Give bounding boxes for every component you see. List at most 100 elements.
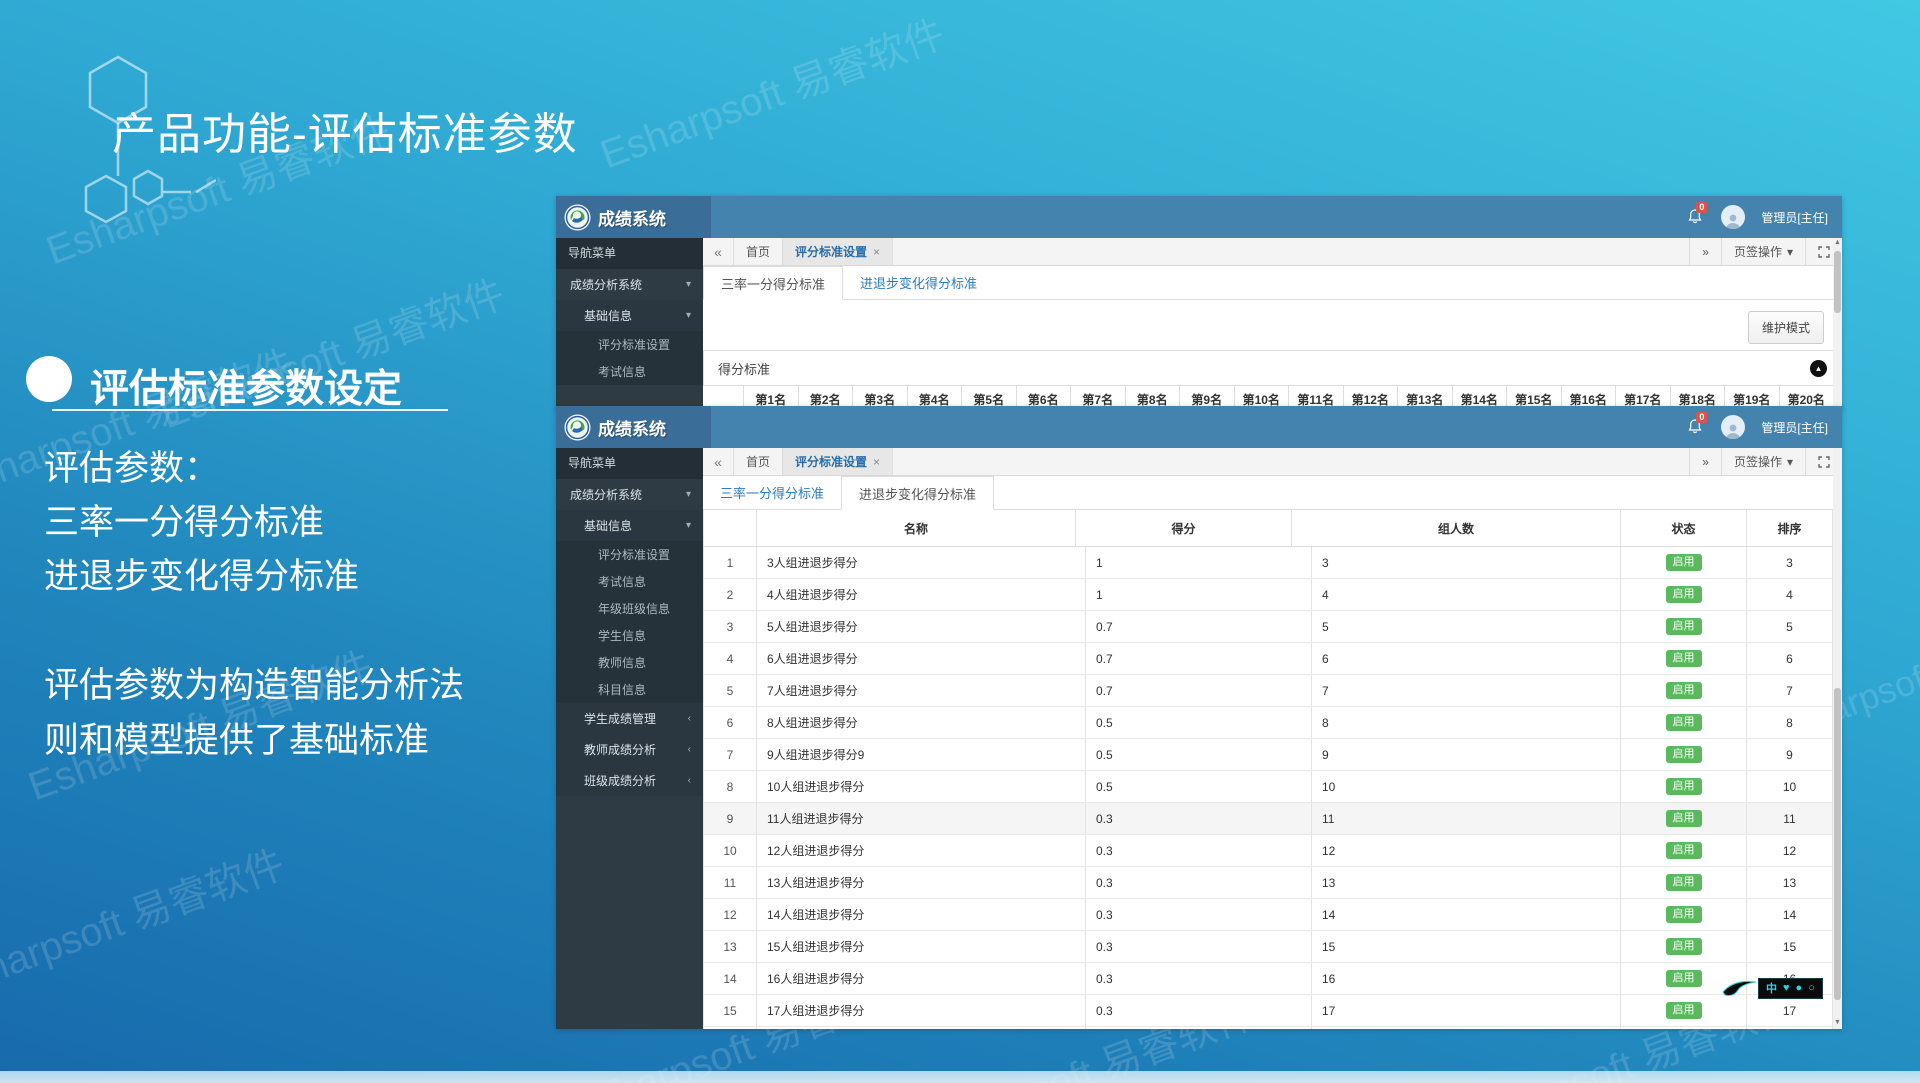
tab-operations-dropdown[interactable]: 页签操作 ▾ <box>1720 448 1805 475</box>
bottom-sidebar-menu: 成绩分析系统 ▾ 基础信息 ▾ 评分标准设置 考试信息 年级班级信息 学生信息 教师信息 科目信息… <box>556 479 703 796</box>
fullscreen-icon[interactable] <box>1805 448 1842 475</box>
user-label[interactable]: 管理员[主任] <box>1761 210 1828 225</box>
tab-home[interactable]: 首页 <box>734 448 784 475</box>
sidebar: 导航菜单 成绩分析系统 ▾ 基础信息 ▾ 评分标准设置 考试信息 <box>556 238 703 410</box>
sidebar-item-label: 成绩分析系统 <box>570 488 643 502</box>
tab-close-icon[interactable]: × <box>873 244 881 259</box>
avatar[interactable] <box>1721 205 1746 229</box>
scrollbar-thumb[interactable] <box>1834 688 1841 1000</box>
avatar[interactable] <box>1721 415 1746 439</box>
tab-scroll-right-icon[interactable]: » <box>1689 238 1721 265</box>
table-row[interactable]: 2 4人组进退步得分 1 4 启用 4 <box>703 579 1833 611</box>
sidebar-item[interactable]: 教师信息 <box>556 649 703 676</box>
subtab-jintui[interactable]: 进退步变化得分标准 <box>860 276 978 291</box>
rank-header-cell: 第9名 <box>1179 386 1234 410</box>
table-row[interactable]: 1618人组进退步得分0.318启用18 <box>703 1027 1833 1029</box>
notification-bell-icon[interactable]: 0 <box>1687 202 1708 226</box>
parameters-paragraph: 评估参数： 三率一分得分标准 进退步变化得分标准 <box>44 442 359 604</box>
sidebar-item[interactable]: 学生信息 <box>556 622 703 649</box>
group-size-cell: 17 <box>1311 995 1620 1026</box>
sidebar-item[interactable]: 学生成绩管理 ‹ <box>556 703 703 734</box>
notification-bell-icon[interactable]: 0 <box>1687 412 1708 436</box>
name-cell: 17人组进退步得分 <box>756 995 1085 1026</box>
tab-scroll-left-icon[interactable]: « <box>703 448 734 475</box>
scroll-down-icon[interactable]: ▼ <box>1834 1019 1841 1026</box>
table-row[interactable]: 9 11人组进退步得分 0.3 11 启用 11 <box>703 803 1833 835</box>
subtab-sanlv[interactable]: 三率一分得分标准 <box>703 266 844 300</box>
table-row[interactable]: 7 9人组进退步得分9 0.5 9 启用 9 <box>703 739 1833 771</box>
order-cell: 14 <box>1746 899 1833 930</box>
sidebar-item[interactable]: 班级成绩分析 ‹ <box>556 765 703 796</box>
group-size-cell: 12 <box>1311 835 1620 866</box>
header-right: 0 管理员[主任] <box>1687 196 1842 238</box>
gear-icon: ○ <box>1808 982 1815 994</box>
table-row[interactable]: 15 17人组进退步得分 0.3 17 启用 17 <box>703 995 1833 1027</box>
table-row[interactable]: 3 5人组进退步得分 0.7 5 启用 5 <box>703 611 1833 643</box>
status-cell: 启用 <box>1620 675 1746 706</box>
table-row[interactable]: 12 14人组进退步得分 0.3 14 启用 14 <box>703 899 1833 931</box>
tabbar-right: » 页签操作 ▾ <box>1689 238 1842 265</box>
group-size-cell: 14 <box>1311 899 1620 930</box>
score-cell: 1 <box>1085 579 1311 610</box>
name-cell: 3人组进退步得分 <box>756 547 1085 578</box>
tab-home[interactable]: 首页 <box>734 238 784 265</box>
tab-scroll-right-icon[interactable]: » <box>1689 448 1721 475</box>
name-cell: 9人组进退步得分9 <box>756 739 1085 770</box>
rank-header-cell: 第18名 <box>1669 386 1725 410</box>
scrollbar[interactable]: ▲ <box>1833 238 1842 410</box>
table-row[interactable]: 8 10人组进退步得分 0.5 10 启用 10 <box>703 771 1833 803</box>
tabbar-right: » 页签操作 ▾ <box>1689 448 1842 475</box>
sidebar-item[interactable]: 成绩分析系统 ▾ <box>556 479 703 510</box>
user-label[interactable]: 管理员[主任] <box>1761 420 1828 435</box>
scrollbar-thumb[interactable] <box>1834 251 1841 313</box>
subtab-jintui[interactable]: 进退步变化得分标准 <box>841 476 995 510</box>
tab-scroll-left-icon[interactable]: « <box>703 238 734 265</box>
group-size-cell: 11 <box>1311 803 1620 834</box>
table-row[interactable]: 11 13人组进退步得分 0.3 13 启用 13 <box>703 867 1833 899</box>
toolbar: 维护模式 <box>703 300 1842 350</box>
scroll-up-icon[interactable]: ▲ <box>1834 239 1841 246</box>
maintain-mode-button[interactable]: 维护模式 <box>1747 311 1824 344</box>
sidebar-item[interactable]: 教师成绩分析 ‹ <box>556 734 703 765</box>
order-cell: 13 <box>1746 867 1833 898</box>
sidebar-item[interactable]: 年级班级信息 <box>556 595 703 622</box>
sidebar-item[interactable]: 成绩分析系统 ▾ <box>556 269 703 300</box>
table-row[interactable]: 4 6人组进退步得分 0.7 6 启用 6 <box>703 643 1833 675</box>
table-row[interactable]: 6 8人组进退步得分 0.5 8 启用 8 <box>703 707 1833 739</box>
status-cell: 启用 <box>1620 707 1746 738</box>
group-size-cell: 18 <box>1311 1027 1620 1029</box>
tab-score-standard-settings[interactable]: 评分标准设置 × <box>783 238 894 265</box>
subtab-sanlv[interactable]: 三率一分得分标准 <box>720 486 825 501</box>
collapse-panel-icon[interactable]: ▲ <box>1810 359 1827 377</box>
table-row[interactable]: 5 7人组进退步得分 0.7 7 启用 7 <box>703 675 1833 707</box>
table-row[interactable]: 1 3人组进退步得分 1 3 启用 3 <box>703 547 1833 579</box>
sidebar-item[interactable]: 基础信息 ▾ <box>556 300 703 331</box>
sidebar-item[interactable]: 评分标准设置 <box>556 541 703 568</box>
sidebar-item[interactable]: 考试信息 <box>556 568 703 595</box>
panel-title: 得分标准 <box>718 361 771 377</box>
table-row[interactable]: 13 15人组进退步得分 0.3 15 启用 15 <box>703 931 1833 963</box>
tab-score-standard-settings[interactable]: 评分标准设置 × <box>783 448 894 475</box>
name-cell: 16人组进退步得分 <box>756 963 1085 994</box>
main-content: « 首页 评分标准设置 × » 页签操作 ▾ <box>703 448 1842 1029</box>
sidebar-item[interactable]: 评分标准设置 <box>556 331 703 358</box>
table-row[interactable]: 10 12人组进退步得分 0.3 12 启用 12 <box>703 835 1833 867</box>
name-cell: 7人组进退步得分 <box>756 675 1085 706</box>
status-badge: 启用 <box>1665 585 1702 604</box>
sidebar-item[interactable]: 考试信息 <box>556 358 703 385</box>
tab-label: 评分标准设置 <box>795 245 868 259</box>
rank-header-cell: 第13名 <box>1397 386 1452 410</box>
heart-icon: ♥ <box>1783 982 1790 994</box>
sidebar-item[interactable]: 科目信息 <box>556 676 703 703</box>
tab-operations-dropdown[interactable]: 页签操作 ▾ <box>1720 238 1805 265</box>
scrollbar[interactable]: ▼ <box>1833 448 1842 1029</box>
name-cell: 15人组进退步得分 <box>756 931 1085 962</box>
fullscreen-icon[interactable] <box>1805 238 1842 265</box>
tab-close-icon[interactable]: × <box>873 454 881 469</box>
sidebar-item[interactable]: 基础信息 ▾ <box>556 510 703 541</box>
notification-badge: 0 <box>1696 412 1708 423</box>
row-index-cell: 7 <box>703 739 756 770</box>
score-cell: 0.3 <box>1085 931 1311 962</box>
chevron-down-icon: ▾ <box>1786 244 1793 259</box>
